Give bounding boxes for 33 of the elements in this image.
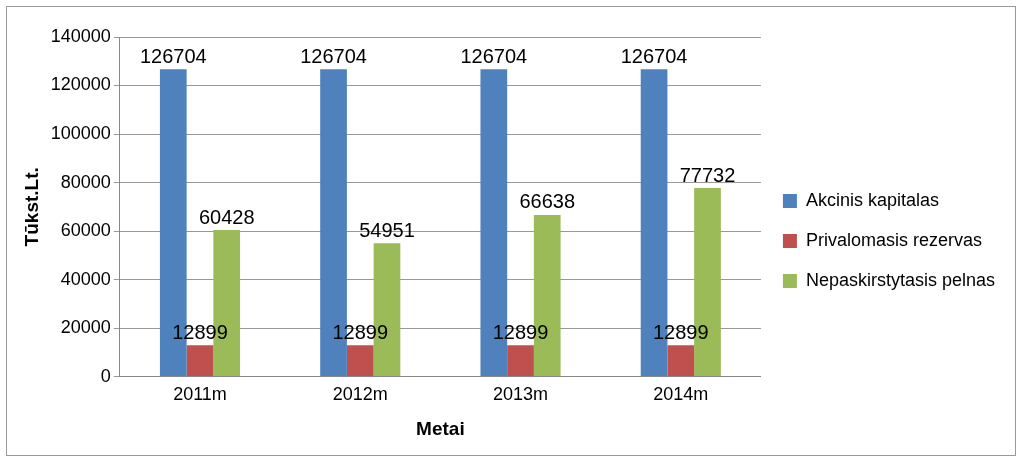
data-label: 12899: [652, 320, 709, 343]
data-label: 126704: [460, 44, 528, 67]
data-label: 77732: [679, 163, 736, 186]
data-label: 12899: [332, 320, 389, 343]
bar: [667, 345, 695, 377]
x-tick-label: 2012m: [332, 384, 388, 405]
y-axis-title: Tūkst.Lt.: [20, 167, 42, 247]
y-tick-label: 140000: [50, 25, 111, 46]
y-tick-label: 40000: [60, 268, 111, 289]
bar: [186, 345, 214, 377]
data-label: 12899: [172, 320, 228, 343]
y-tick-label: 80000: [60, 171, 111, 192]
bar: [507, 345, 534, 377]
bar: [346, 345, 374, 377]
data-label: 12899: [492, 320, 549, 343]
legend-label: Privalomasis rezervas: [805, 229, 982, 250]
legend-label: Akcinis kapitalas: [805, 189, 939, 210]
data-label: 126704: [139, 44, 207, 67]
data-label: 66638: [519, 190, 576, 213]
y-tick-label: 60000: [60, 220, 111, 241]
x-tick-label: 2011m: [173, 384, 227, 405]
x-axis-title: Metai: [416, 417, 465, 439]
data-label: 126704: [620, 44, 688, 67]
data-label: 126704: [300, 44, 367, 67]
data-label: 60428: [198, 205, 255, 228]
y-tick-label: 100000: [50, 123, 111, 143]
y-tick-label: 0: [100, 365, 111, 386]
x-tick-label: 2013m: [493, 384, 549, 405]
y-tick-label: 20000: [60, 317, 111, 338]
legend-label: Nepaskirstytasis pelnas: [805, 269, 996, 290]
data-label: 54951: [359, 218, 415, 241]
y-tick-label: 120000: [50, 74, 111, 95]
x-tick-label: 2014m: [653, 384, 709, 405]
